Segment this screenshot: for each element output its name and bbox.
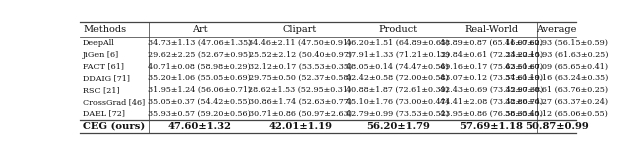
Text: 32.12±0.17 (53.53±0.35): 32.12±0.17 (53.53±0.35) xyxy=(248,62,351,70)
Text: 38.35±0.12 (65.06±0.55): 38.35±0.12 (65.06±0.55) xyxy=(505,110,608,118)
Text: 37.91±1.33 (71.21±0.12): 37.91±1.33 (71.21±0.12) xyxy=(346,50,449,59)
Text: Methods: Methods xyxy=(83,25,126,34)
Text: RSC [21]: RSC [21] xyxy=(83,86,120,94)
Text: 41.07±0.93 (56.15±0.59): 41.07±0.93 (56.15±0.59) xyxy=(505,39,608,47)
Text: 35.97±0.61 (63.76±0.25): 35.97±0.61 (63.76±0.25) xyxy=(505,86,608,94)
Text: 35.20±1.06 (55.05±0.69): 35.20±1.06 (55.05±0.69) xyxy=(148,74,251,82)
Text: 46.20±1.51 (64.89±0.65): 46.20±1.51 (64.89±0.65) xyxy=(346,39,449,47)
Text: 42.79±0.99 (73.53±0.52): 42.79±0.99 (73.53±0.52) xyxy=(346,110,449,118)
Text: DeepAll: DeepAll xyxy=(83,39,115,47)
Text: 35.05±0.37 (54.42±0.55): 35.05±0.37 (54.42±0.55) xyxy=(148,98,251,106)
Text: 57.69±1.18: 57.69±1.18 xyxy=(460,122,524,131)
Text: 43.07±0.12 (73.54±0.19): 43.07±0.12 (73.54±0.19) xyxy=(440,74,543,82)
Text: 50.87±0.99: 50.87±0.99 xyxy=(525,122,589,131)
Text: 30.86±1.74 (52.63±0.77): 30.86±1.74 (52.63±0.77) xyxy=(248,98,351,106)
Text: 44.41±2.08 (73.42±0.74): 44.41±2.08 (73.42±0.74) xyxy=(440,98,543,106)
Text: Clipart: Clipart xyxy=(283,25,317,34)
Text: 47.60±1.32: 47.60±1.32 xyxy=(168,122,232,131)
Text: DAEL [72]: DAEL [72] xyxy=(83,110,125,118)
Text: 38.86±0.27 (63.37±0.24): 38.86±0.27 (63.37±0.24) xyxy=(505,98,608,106)
Text: 28.62±1.53 (52.95±0.31): 28.62±1.53 (52.95±0.31) xyxy=(248,86,352,94)
Text: CrossGrad [46]: CrossGrad [46] xyxy=(83,98,145,106)
Text: Real-World: Real-World xyxy=(465,25,518,34)
Text: 42.51±0.09 (65.65±0.41): 42.51±0.09 (65.65±0.41) xyxy=(505,62,608,70)
Text: 43.95±0.86 (76.56±0.45): 43.95±0.86 (76.56±0.45) xyxy=(440,110,543,118)
Text: 37.61±0.16 (63.24±0.35): 37.61±0.16 (63.24±0.35) xyxy=(505,74,608,82)
Text: 48.89±0.87 (65.16±0.62): 48.89±0.87 (65.16±0.62) xyxy=(440,39,543,47)
Text: 35.93±0.57 (59.20±0.56): 35.93±0.57 (59.20±0.56) xyxy=(148,110,251,118)
Text: 34.46±2.11 (47.50±0.91): 34.46±2.11 (47.50±0.91) xyxy=(248,39,352,47)
Text: 29.62±2.25 (52.67±0.95): 29.62±2.25 (52.67±0.95) xyxy=(148,50,252,59)
Text: 42.42±0.58 (72.00±0.58): 42.42±0.58 (72.00±0.58) xyxy=(346,74,449,82)
Text: 49.16±0.17 (75.63±0.67): 49.16±0.17 (75.63±0.67) xyxy=(440,62,543,70)
Text: 42.01±1.19: 42.01±1.19 xyxy=(268,122,332,131)
Text: 33.22±0.93 (61.63±0.25): 33.22±0.93 (61.63±0.25) xyxy=(505,50,609,59)
Text: 30.71±0.86 (50.97±2.63): 30.71±0.86 (50.97±2.63) xyxy=(248,110,351,118)
Text: 31.95±1.24 (56.06±0.71): 31.95±1.24 (56.06±0.71) xyxy=(148,86,252,94)
Text: 42.43±0.69 (73.42±0.38): 42.43±0.69 (73.42±0.38) xyxy=(440,86,543,94)
Text: 40.88±1.87 (72.61±0.39): 40.88±1.87 (72.61±0.39) xyxy=(346,86,449,94)
Text: Art: Art xyxy=(192,25,207,34)
Text: 56.20±1.79: 56.20±1.79 xyxy=(366,122,429,131)
Text: FACT [61]: FACT [61] xyxy=(83,62,124,70)
Text: 34.73±1.13 (47.06±1.35): 34.73±1.13 (47.06±1.35) xyxy=(148,39,252,47)
Text: 29.75±0.50 (52.37±0.58): 29.75±0.50 (52.37±0.58) xyxy=(249,74,351,82)
Text: Average: Average xyxy=(536,25,577,34)
Text: DDAIG [71]: DDAIG [71] xyxy=(83,74,130,82)
Text: 40.71±0.08 (58.98±0.29): 40.71±0.08 (58.98±0.29) xyxy=(148,62,251,70)
Text: 48.05±0.14 (74.47±0.56): 48.05±0.14 (74.47±0.56) xyxy=(346,62,449,70)
Text: JiGen [6]: JiGen [6] xyxy=(83,50,119,59)
Text: 25.52±2.12 (50.40±0.97): 25.52±2.12 (50.40±0.97) xyxy=(248,50,351,59)
Text: 45.10±1.76 (73.00±0.47): 45.10±1.76 (73.00±0.47) xyxy=(346,98,449,106)
Text: Product: Product xyxy=(378,25,417,34)
Text: CEG (ours): CEG (ours) xyxy=(83,122,145,131)
Text: 39.84±0.61 (72.24±0.15): 39.84±0.61 (72.24±0.15) xyxy=(440,50,543,59)
